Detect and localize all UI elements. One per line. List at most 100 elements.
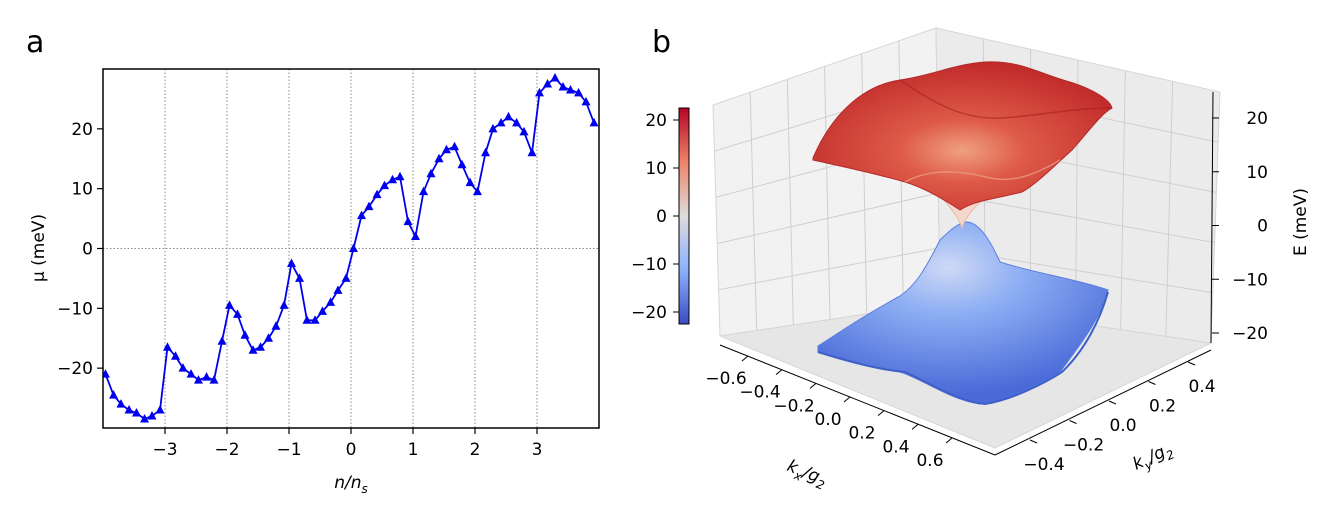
data-point-marker bbox=[503, 111, 513, 121]
data-point-marker bbox=[558, 81, 568, 91]
y3d-tick-label: 0.4 bbox=[1188, 377, 1215, 397]
data-point-marker bbox=[248, 345, 258, 354]
data-point-marker bbox=[426, 168, 436, 178]
panel-label-a: a bbox=[26, 25, 44, 60]
colorbar-tick-label: −10 bbox=[631, 255, 667, 275]
y-tick-label: −20 bbox=[57, 359, 93, 379]
data-point-marker bbox=[481, 147, 491, 157]
panel-label-b: b bbox=[652, 25, 671, 60]
data-point-marker bbox=[410, 231, 420, 241]
x-tick-label: 2 bbox=[470, 440, 481, 460]
data-point-marker bbox=[116, 399, 126, 408]
x3d-tick bbox=[809, 382, 817, 389]
x-tick-label: −3 bbox=[152, 440, 177, 460]
data-point-marker bbox=[465, 177, 475, 187]
x3d-tick-label: 0.6 bbox=[916, 451, 943, 471]
y3d-tick bbox=[1187, 361, 1196, 366]
data-point-marker bbox=[395, 171, 405, 181]
panel-a-series bbox=[103, 72, 599, 423]
y-axis-3d bbox=[994, 349, 1212, 456]
y3d-tick-label: 0.2 bbox=[1149, 397, 1176, 417]
data-point-marker bbox=[155, 405, 165, 414]
z3d-tick-label: −10 bbox=[1232, 270, 1268, 290]
colorbar-tick-label: −20 bbox=[631, 303, 667, 323]
data-point-marker bbox=[209, 375, 219, 384]
data-point-marker bbox=[147, 411, 157, 420]
x3d-tick-label: 0.2 bbox=[848, 424, 875, 444]
data-point-marker bbox=[348, 243, 358, 252]
y-tick-label: 20 bbox=[71, 120, 93, 140]
data-point-marker bbox=[124, 405, 134, 414]
upper-band-fold bbox=[899, 79, 1113, 119]
data-point-marker bbox=[403, 216, 413, 226]
data-point-marker bbox=[279, 300, 289, 309]
data-point-marker bbox=[357, 210, 367, 220]
x3d-tick bbox=[843, 396, 851, 403]
data-point-marker bbox=[333, 285, 343, 294]
x3d-tick-label: 0.4 bbox=[882, 437, 909, 457]
y3d-tick bbox=[1108, 400, 1117, 405]
data-point-marker bbox=[589, 117, 599, 127]
upper-band-surface bbox=[812, 61, 1113, 211]
y-tick-label: −10 bbox=[57, 299, 93, 319]
x-tick-label: 3 bbox=[532, 440, 543, 460]
data-point-marker bbox=[441, 144, 451, 154]
x-tick-label: −2 bbox=[214, 440, 239, 460]
data-point-marker bbox=[565, 84, 575, 94]
data-point-marker bbox=[171, 351, 181, 360]
x3d-tick-label: −0.2 bbox=[773, 396, 814, 416]
pane-gridline bbox=[786, 79, 794, 326]
z-axis-3d bbox=[1210, 91, 1214, 344]
lower-band-rim bbox=[817, 291, 1109, 406]
x3d-tick bbox=[775, 369, 783, 376]
pane-gridline bbox=[824, 66, 831, 320]
x-axis-3d bbox=[719, 344, 996, 456]
data-point-marker bbox=[140, 414, 150, 423]
panel-b-xlabel: kx/g2 bbox=[783, 456, 830, 493]
data-point-marker bbox=[388, 174, 398, 184]
panel-b-zlabel: E (meV) bbox=[1291, 188, 1311, 256]
data-point-marker bbox=[581, 96, 591, 106]
data-point-marker bbox=[543, 78, 553, 88]
data-point-marker bbox=[131, 408, 141, 417]
data-point-marker bbox=[450, 141, 460, 151]
data-point-marker bbox=[295, 273, 305, 282]
data-point-marker bbox=[103, 369, 110, 378]
x3d-tick-label: −0.6 bbox=[705, 369, 746, 389]
data-point-marker bbox=[186, 369, 196, 378]
colorbar-tick-label: 0 bbox=[656, 207, 667, 227]
data-point-marker bbox=[472, 186, 482, 196]
data-point-marker bbox=[317, 306, 327, 315]
z3d-tick-label: 20 bbox=[1246, 109, 1268, 129]
data-point-marker bbox=[162, 342, 172, 351]
x3d-tick-label: 0.0 bbox=[814, 410, 841, 430]
pane-gridline bbox=[1120, 70, 1126, 330]
data-point-marker bbox=[488, 123, 498, 133]
x-tick-label: 0 bbox=[346, 440, 357, 460]
data-point-marker bbox=[202, 372, 212, 381]
data-point-marker bbox=[419, 186, 429, 196]
colorbar-ticks: 20 10 0 −10 −20 bbox=[631, 111, 679, 323]
x3d-tick bbox=[911, 423, 919, 430]
data-point-marker bbox=[372, 189, 382, 199]
y3d-tick-label: −0.4 bbox=[1023, 455, 1064, 475]
data-point-marker bbox=[302, 315, 312, 324]
upper-band-dip bbox=[904, 159, 1061, 183]
colorbar bbox=[678, 107, 690, 325]
pane-gridline bbox=[718, 247, 940, 291]
data-point-marker bbox=[341, 273, 351, 282]
y3d-tick bbox=[1029, 439, 1038, 444]
y3d-tick-label: −0.2 bbox=[1063, 436, 1104, 456]
data-point-marker bbox=[217, 336, 227, 345]
data-point-marker bbox=[379, 180, 389, 190]
data-point-marker bbox=[574, 87, 584, 97]
y3d-tick bbox=[1148, 381, 1156, 385]
x3d-tick bbox=[945, 437, 953, 444]
x3d-tick-label: −0.4 bbox=[739, 383, 780, 403]
data-point-marker bbox=[233, 309, 243, 318]
data-point-marker bbox=[496, 117, 506, 127]
data-point-marker bbox=[310, 315, 320, 324]
data-point-marker bbox=[519, 126, 529, 136]
